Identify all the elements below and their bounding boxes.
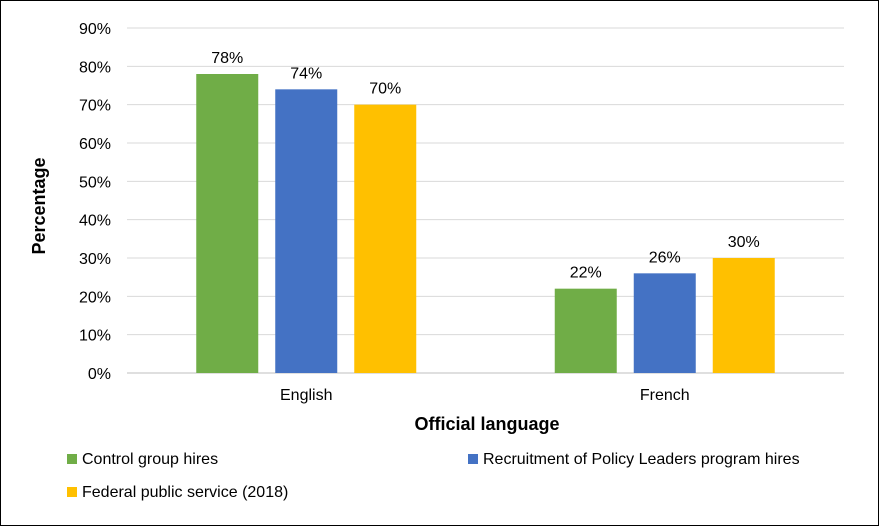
bar — [275, 89, 338, 373]
y-tick-label: 70% — [79, 98, 111, 115]
data-label: 70% — [369, 81, 401, 98]
data-label: 22% — [570, 265, 602, 282]
bar — [196, 74, 259, 373]
y-tick-label: 50% — [79, 174, 111, 191]
data-label: 78% — [211, 50, 243, 67]
legend-swatch — [468, 454, 478, 464]
x-tick-label: English — [280, 387, 332, 404]
legend: Control group hires Recruitment of Policy… — [67, 451, 800, 501]
x-tick-label: French — [640, 387, 690, 404]
y-tick-label: 30% — [79, 251, 111, 268]
bar — [712, 258, 775, 373]
legend-swatch — [67, 487, 77, 497]
data-label: 30% — [728, 234, 760, 251]
y-axis-title: Percentage — [29, 157, 49, 254]
x-tick-labels: English French — [280, 387, 690, 404]
y-tick-label: 10% — [79, 328, 111, 345]
y-tick-label: 90% — [79, 21, 111, 38]
y-tick-label: 40% — [79, 213, 111, 230]
y-tick-label: 20% — [79, 289, 111, 306]
y-tick-label: 60% — [79, 136, 111, 153]
legend-label: Federal public service (2018) — [82, 484, 288, 501]
bars — [196, 74, 775, 374]
data-label: 26% — [649, 249, 681, 266]
bar — [633, 273, 696, 373]
legend-swatch — [67, 454, 77, 464]
data-label: 74% — [290, 65, 322, 82]
y-tick-labels: 0% 10% 20% 30% 40% 50% 60% 70% 80% 90% — [79, 21, 111, 383]
bar — [354, 104, 417, 374]
legend-label: Control group hires — [82, 451, 218, 468]
bar — [554, 288, 617, 373]
x-axis-title: Official language — [414, 414, 559, 434]
legend-label: Recruitment of Policy Leaders program hi… — [483, 451, 800, 468]
y-tick-label: 80% — [79, 59, 111, 76]
y-tick-label: 0% — [88, 366, 111, 383]
data-labels: 78% 74% 70% 22% 26% 30% — [211, 50, 760, 282]
